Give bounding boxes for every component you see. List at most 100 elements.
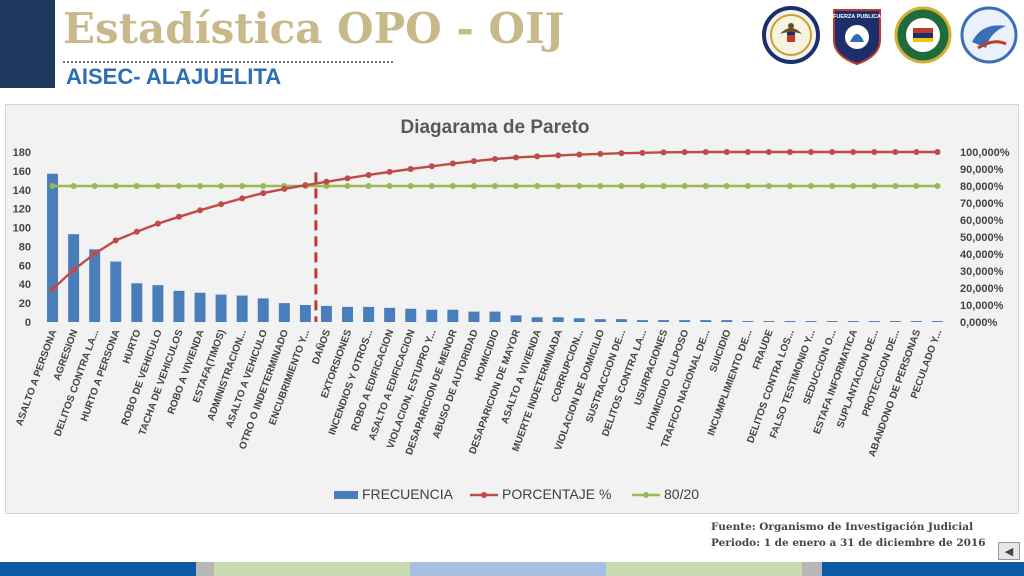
cumulative-point [913, 149, 920, 155]
legend-label-threshold: 80/20 [664, 486, 699, 502]
source-note: Fuente: Organismo de Investigación Judic… [711, 521, 986, 549]
cumulative-point [154, 220, 161, 227]
threshold-point [49, 183, 56, 189]
threshold-point [428, 183, 435, 189]
threshold-point [681, 183, 688, 189]
back-arrow-icon: ◀ [1004, 545, 1014, 558]
cumulative-point [428, 163, 435, 170]
cumulative-point [871, 149, 878, 155]
y2-tick-label: 50,000% [960, 232, 1004, 244]
legend-label-porcentaje: PORCENTAJE % [502, 486, 611, 502]
y2-tick-label: 40,000% [960, 249, 1004, 261]
threshold-point [871, 183, 878, 189]
bar-frecuencia [489, 311, 501, 322]
bar-frecuencia [68, 234, 80, 322]
cumulative-point [786, 149, 793, 155]
threshold-point [218, 183, 225, 189]
y2-tick-label: 20,000% [960, 283, 1004, 295]
threshold-point [618, 183, 625, 189]
bar-frecuencia [826, 321, 838, 322]
cumulative-point [660, 149, 667, 156]
cumulative-point [386, 168, 393, 175]
bar-frecuencia [89, 249, 101, 322]
back-button[interactable]: ◀ [998, 542, 1020, 560]
footer-segment [0, 562, 196, 576]
logo-lettering: FUERZA PUBLICA [833, 14, 881, 20]
bar-frecuencia [384, 307, 396, 322]
bar-frecuencia [615, 319, 627, 322]
threshold-point [197, 183, 204, 189]
cumulative-point [555, 152, 562, 159]
cumulative-point [133, 228, 140, 235]
cumulative-point [681, 149, 688, 156]
cumulative-point [91, 250, 98, 257]
y2-tick-label: 0,000% [960, 317, 998, 329]
threshold-point [365, 183, 372, 189]
threshold-point [386, 183, 393, 189]
cumulative-point [723, 149, 730, 155]
threshold-point [892, 183, 899, 189]
cumulative-point [218, 201, 225, 208]
threshold-point [323, 183, 330, 189]
slide-title: Estadística OPO - OIJ [63, 4, 565, 53]
threshold-point [70, 183, 77, 189]
cumulative-point [639, 149, 646, 156]
cumulative-point [702, 149, 709, 155]
threshold-point [723, 183, 730, 189]
threshold-point [492, 183, 498, 189]
aisec-logo-icon [960, 4, 1018, 66]
threshold-point [808, 183, 815, 189]
bar-frecuencia [531, 317, 543, 322]
cumulative-point [765, 149, 772, 155]
y2-tick-label: 90,000% [960, 164, 1004, 176]
bar-frecuencia [110, 261, 122, 322]
cumulative-point [323, 178, 330, 185]
bar-frecuencia [363, 306, 375, 322]
bar-frecuencia [342, 306, 353, 322]
bar-frecuencia [742, 321, 754, 322]
bar-frecuencia [637, 320, 648, 322]
threshold-point [133, 183, 140, 189]
footer-band [0, 562, 1024, 576]
bar-frecuencia [405, 308, 417, 322]
footer-segment [410, 562, 606, 576]
cumulative-point [449, 160, 456, 167]
threshold-point [786, 183, 793, 189]
dotted-divider [63, 61, 393, 63]
y-tick-label: 140 [13, 185, 31, 197]
threshold-point [534, 183, 541, 189]
cumulative-point [49, 286, 56, 293]
threshold-point [660, 183, 667, 189]
threshold-point [239, 183, 246, 189]
x-tick-label: DAÑOS [309, 327, 334, 366]
threshold-point [154, 183, 161, 189]
threshold-point [702, 183, 709, 189]
cumulative-point [470, 158, 477, 165]
cumulative-point [534, 153, 541, 160]
legend-swatch-frecuencia [334, 491, 358, 499]
threshold-point [407, 183, 414, 189]
bar-frecuencia [931, 321, 943, 322]
bar-frecuencia [47, 173, 59, 322]
sidebar-accent [0, 0, 55, 88]
cumulative-point [850, 149, 857, 155]
legend-label-frecuencia: FRECUENCIA [362, 486, 454, 502]
bar-frecuencia [847, 321, 859, 322]
bar-frecuencia [426, 309, 438, 322]
y2-tick-label: 80,000% [960, 181, 1004, 193]
bar-frecuencia [194, 292, 206, 322]
pareto-chart-svg: Diagarama de Pareto 0 20 40 60 80 100 120 140 160… [13, 117, 1010, 502]
threshold-point [260, 183, 267, 189]
bar-frecuencia [447, 309, 459, 322]
bar-frecuencia [236, 295, 248, 322]
bar-frecuencia [805, 321, 817, 322]
cumulative-point [892, 149, 899, 155]
bar-frecuencia [889, 321, 901, 322]
bar-frecuencia [510, 315, 522, 322]
y2-tick-label: 30,000% [960, 266, 1004, 278]
cumulative-point [808, 149, 815, 155]
cumulative-point [281, 185, 288, 192]
bar-frecuencia [552, 317, 564, 322]
cumulative-point [239, 195, 246, 202]
cumulative-point [344, 175, 351, 182]
